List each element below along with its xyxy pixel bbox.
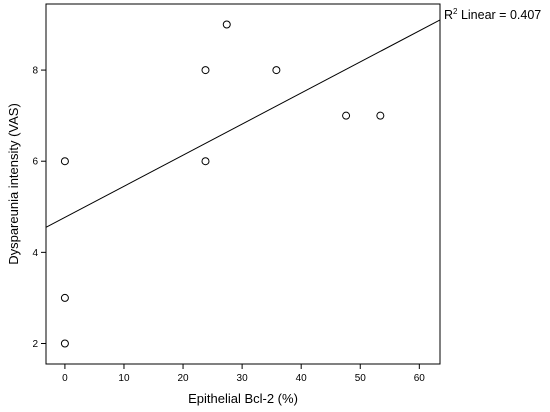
x-tick-label: 0 <box>62 373 68 384</box>
x-axis-label: Epithelial Bcl-2 (%) <box>188 391 298 406</box>
x-axis-ticks: 0 10 20 30 40 50 60 <box>62 364 425 384</box>
x-tick-label: 40 <box>296 373 308 384</box>
data-point <box>342 111 351 120</box>
data-point <box>60 339 69 348</box>
data-point <box>272 66 281 75</box>
y-tick-label: 8 <box>32 66 38 77</box>
x-tick-label: 50 <box>355 373 367 384</box>
x-tick-label: 10 <box>118 373 130 384</box>
data-point <box>201 157 210 166</box>
x-tick-label: 60 <box>414 373 426 384</box>
y-tick-label: 4 <box>32 248 38 259</box>
data-point <box>60 293 69 302</box>
y-axis-label: Dyspareunia intensity (VAS) <box>6 103 21 265</box>
regression-line <box>45 19 441 228</box>
data-point <box>376 111 385 120</box>
plot-frame <box>45 3 441 365</box>
x-tick-label: 20 <box>177 373 189 384</box>
x-tick-label: 30 <box>237 373 249 384</box>
data-point <box>60 157 69 166</box>
data-point <box>201 66 210 75</box>
y-tick-label: 6 <box>32 157 38 168</box>
data-point <box>222 20 231 29</box>
data-points <box>60 20 385 348</box>
fit-line-label: R2 Linear = 0.407 <box>444 7 541 22</box>
y-axis-ticks: 2 4 6 8 <box>32 66 46 350</box>
y-tick-label: 2 <box>32 339 38 350</box>
